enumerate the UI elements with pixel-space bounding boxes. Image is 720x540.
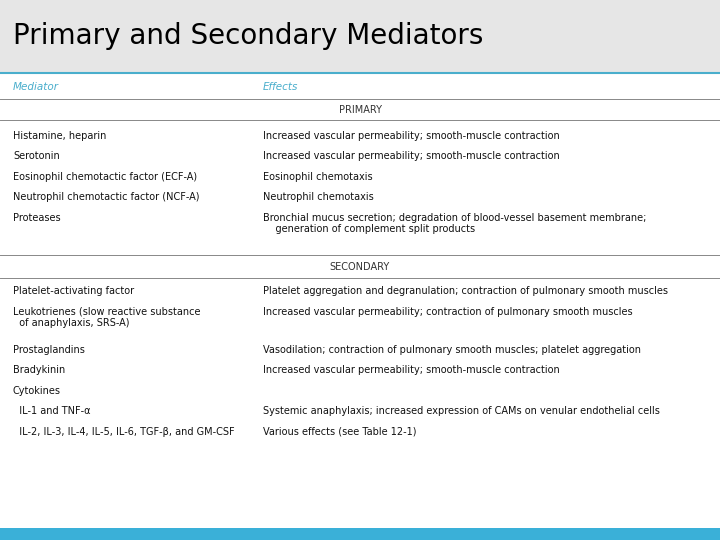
Text: Serotonin: Serotonin	[13, 151, 60, 161]
Text: Bronchial mucus secretion; degradation of blood-vessel basement membrane;
    ge: Bronchial mucus secretion; degradation o…	[263, 213, 646, 234]
FancyBboxPatch shape	[0, 0, 720, 73]
Text: Primary and Secondary Mediators: Primary and Secondary Mediators	[13, 23, 483, 50]
Text: Neutrophil chemotaxis: Neutrophil chemotaxis	[263, 192, 374, 202]
Text: PRIMARY: PRIMARY	[338, 105, 382, 114]
Text: Platelet aggregation and degranulation; contraction of pulmonary smooth muscles: Platelet aggregation and degranulation; …	[263, 286, 668, 296]
Text: Mediator: Mediator	[13, 83, 59, 92]
Text: Increased vascular permeability; smooth-muscle contraction: Increased vascular permeability; smooth-…	[263, 365, 559, 375]
Text: Eosinophil chemotactic factor (ECF-A): Eosinophil chemotactic factor (ECF-A)	[13, 172, 197, 182]
Text: Platelet-activating factor: Platelet-activating factor	[13, 286, 134, 296]
Text: Eosinophil chemotaxis: Eosinophil chemotaxis	[263, 172, 372, 182]
FancyBboxPatch shape	[0, 528, 720, 540]
Text: Effects: Effects	[263, 83, 298, 92]
Text: Neutrophil chemotactic factor (NCF-A): Neutrophil chemotactic factor (NCF-A)	[13, 192, 199, 202]
Text: Increased vascular permeability; smooth-muscle contraction: Increased vascular permeability; smooth-…	[263, 151, 559, 161]
Text: Increased vascular permeability; smooth-muscle contraction: Increased vascular permeability; smooth-…	[263, 131, 559, 141]
Text: Cytokines: Cytokines	[13, 386, 61, 396]
Text: IL-2, IL-3, IL-4, IL-5, IL-6, TGF-β, and GM-CSF: IL-2, IL-3, IL-4, IL-5, IL-6, TGF-β, and…	[13, 427, 235, 437]
Text: Vasodilation; contraction of pulmonary smooth muscles; platelet aggregation: Vasodilation; contraction of pulmonary s…	[263, 345, 641, 355]
Text: SECONDARY: SECONDARY	[330, 262, 390, 272]
Text: IL-1 and TNF-α: IL-1 and TNF-α	[13, 406, 91, 416]
Text: Leukotrienes (slow reactive substance
  of anaphylaxis, SRS-A): Leukotrienes (slow reactive substance of…	[13, 307, 200, 328]
Text: Bradykinin: Bradykinin	[13, 365, 66, 375]
Text: Systemic anaphylaxis; increased expression of CAMs on venular endothelial cells: Systemic anaphylaxis; increased expressi…	[263, 406, 660, 416]
Text: Various effects (see Table 12-1): Various effects (see Table 12-1)	[263, 427, 416, 437]
Text: Proteases: Proteases	[13, 213, 60, 223]
Text: Prostaglandins: Prostaglandins	[13, 345, 85, 355]
Text: Histamine, heparin: Histamine, heparin	[13, 131, 107, 141]
Text: Increased vascular permeability; contraction of pulmonary smooth muscles: Increased vascular permeability; contrac…	[263, 307, 632, 317]
